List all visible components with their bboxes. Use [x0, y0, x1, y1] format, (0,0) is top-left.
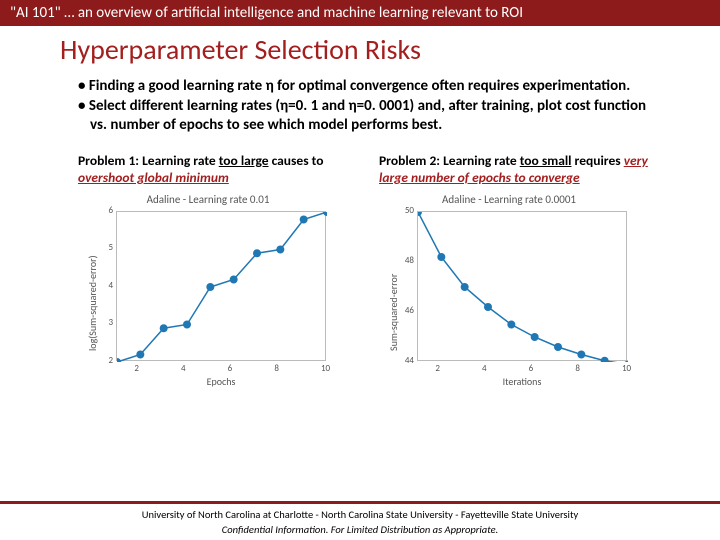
bullet-2: • Select different learning rates (η=0. …: [78, 97, 660, 136]
plot-area: [116, 211, 326, 361]
y-axis-label: Sum-squared-error: [387, 273, 400, 350]
x-axis-label: Epochs: [116, 375, 326, 388]
chart-title: Adaline - Learning rate 0.01: [78, 193, 338, 206]
x-tick: 2: [134, 363, 139, 374]
y-tick: 5: [108, 242, 113, 253]
y-tick: 46: [405, 305, 414, 316]
bullet-1: • Finding a good learning rate η for opt…: [78, 77, 660, 97]
p1-ul: too large: [219, 152, 269, 169]
problem-1-column: Problem 1: Learning rate too large cause…: [78, 152, 359, 388]
x-tick: 10: [622, 363, 631, 374]
footer-divider: [0, 501, 720, 504]
problem-2-label: Problem 2: Learning rate too small requi…: [379, 152, 660, 187]
slide-title: Hyperparameter Selection Risks: [0, 26, 720, 77]
chart-1: Adaline - Learning rate 0.0124681023456E…: [78, 193, 338, 388]
x-tick: 10: [321, 363, 330, 374]
problem-1-label: Problem 1: Learning rate too large cause…: [78, 152, 359, 187]
p2-ul: too small: [520, 152, 572, 169]
x-tick: 8: [274, 363, 279, 374]
y-tick: 4: [108, 280, 113, 291]
charts-row: Problem 1: Learning rate too large cause…: [0, 146, 720, 388]
p2-mid: requires: [572, 152, 624, 169]
p1-prefix: Problem 1: Learning rate: [78, 152, 219, 169]
x-tick: 6: [228, 363, 233, 374]
x-tick: 2: [435, 363, 440, 374]
y-tick: 2: [108, 355, 113, 366]
y-tick: 50: [405, 205, 414, 216]
p1-mid: causes to: [269, 152, 324, 169]
y-tick: 48: [405, 255, 414, 266]
x-tick: 6: [529, 363, 534, 374]
p1-emph: overshoot global minimum: [78, 169, 229, 186]
chart-title: Adaline - Learning rate 0.0001: [379, 193, 639, 206]
x-tick: 8: [575, 363, 580, 374]
x-axis-label: Iterations: [417, 375, 627, 388]
p2-prefix: Problem 2: Learning rate: [379, 152, 520, 169]
footer-confidential: Confidential Information. For Limited Di…: [0, 523, 720, 540]
y-tick: 6: [108, 205, 113, 216]
header-text: "AI 101" … an overview of artificial int…: [10, 4, 523, 22]
footer: University of North Carolina at Charlott…: [0, 501, 720, 540]
plot-area: [417, 211, 627, 361]
y-tick: 44: [405, 355, 414, 366]
footer-universities: University of North Carolina at Charlott…: [0, 506, 720, 523]
x-tick: 4: [482, 363, 487, 374]
x-tick: 4: [181, 363, 186, 374]
problem-2-column: Problem 2: Learning rate too small requi…: [379, 152, 660, 388]
chart-2: Adaline - Learning rate 0.00012468104446…: [379, 193, 639, 388]
y-axis-label: log(Sum-squared-error): [86, 255, 99, 351]
y-tick: 3: [108, 317, 113, 328]
header-bar: "AI 101" … an overview of artificial int…: [0, 0, 720, 26]
bullet-list: • Finding a good learning rate η for opt…: [0, 77, 720, 146]
